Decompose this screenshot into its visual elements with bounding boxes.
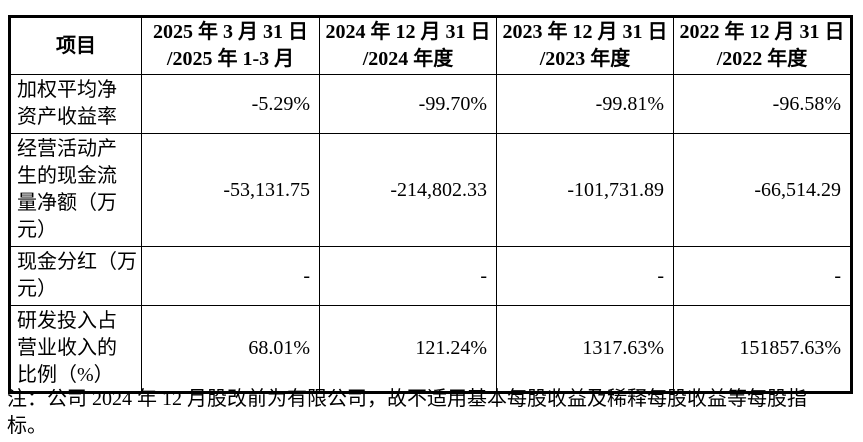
column-header-2023: 2023 年 12 月 31 日 /2023 年度 [496,16,674,75]
cell-rd-2024: 121.24% [319,305,497,393]
column-header-2022: 2022 年 12 月 31 日 /2022 年度 [673,16,852,75]
footnote: 注：公司 2024 年 12 月股改前为有限公司，故不适用基本每股收益及稀释每股… [7,388,807,437]
cell-ocf-2022: -66,514.29 [673,133,852,247]
table-row-roe: 加权平均净 资产收益率 -5.29% -99.70% -99.81% -96.5… [9,74,852,134]
table-row-cash-dividend: 现金分红（万 元） - - - - [9,246,852,306]
table-row-operating-cash-flow: 经营活动产 生的现金流 量净额（万 元） -53,131.75 -214,802… [9,133,852,247]
row-label-roe: 加权平均净 资产收益率 [9,74,142,134]
cell-rd-2025: 68.01% [141,305,320,393]
column-header-2024: 2024 年 12 月 31 日 /2024 年度 [319,16,497,75]
cell-ocf-2023: -101,731.89 [496,133,674,247]
cell-ocf-2024: -214,802.33 [319,133,497,247]
cell-dividend-2023: - [496,246,674,306]
column-header-2025: 2025 年 3 月 31 日 /2025 年 1-3 月 [141,16,320,75]
cell-rd-2023: 1317.63% [496,305,674,393]
row-label-rd-ratio: 研发投入占 营业收入的 比例（%） [9,305,142,393]
cell-roe-2025: -5.29% [141,74,320,134]
table-row-rd-ratio: 研发投入占 营业收入的 比例（%） 68.01% 121.24% 1317.63… [9,305,852,393]
cell-ocf-2025: -53,131.75 [141,133,320,247]
cell-dividend-2024: - [319,246,497,306]
financial-indicators-table: 项目 2025 年 3 月 31 日 /2025 年 1-3 月 2024 年 … [8,15,853,394]
column-header-item: 项目 [9,16,142,75]
cell-roe-2024: -99.70% [319,74,497,134]
header-row: 项目 2025 年 3 月 31 日 /2025 年 1-3 月 2024 年 … [9,16,852,75]
cell-roe-2022: -96.58% [673,74,852,134]
cell-roe-2023: -99.81% [496,74,674,134]
cell-dividend-2022: - [673,246,852,306]
cell-dividend-2025: - [141,246,320,306]
cell-rd-2022: 151857.63% [673,305,852,393]
row-label-cash-dividend: 现金分红（万 元） [9,246,142,306]
row-label-operating-cash-flow: 经营活动产 生的现金流 量净额（万 元） [9,133,142,247]
